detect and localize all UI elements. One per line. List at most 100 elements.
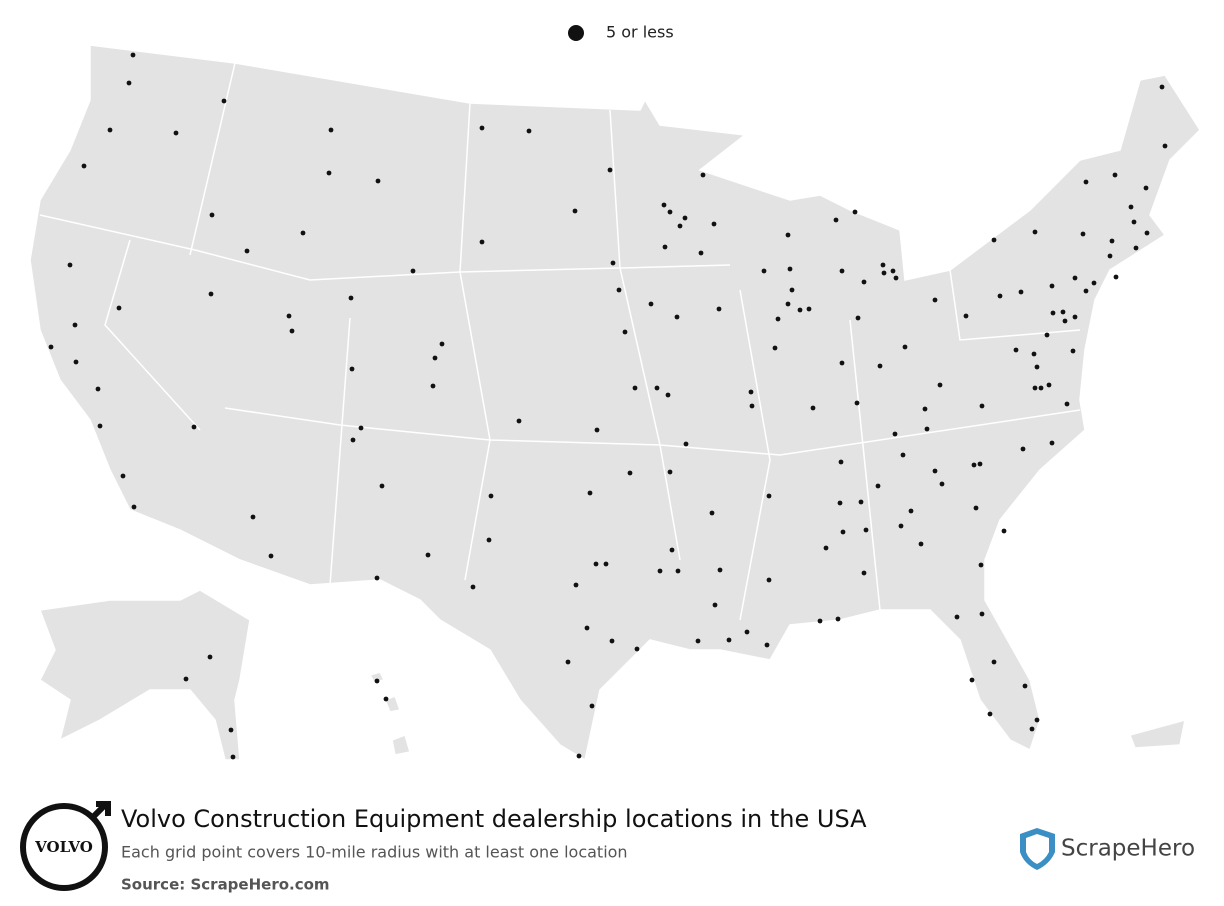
location-dot — [716, 306, 722, 312]
location-dot — [374, 575, 380, 581]
location-dot — [787, 266, 793, 272]
location-dot — [823, 545, 829, 551]
hawaii — [368, 671, 411, 756]
location-dot — [726, 637, 732, 643]
location-dot — [576, 753, 582, 759]
location-dot — [766, 577, 772, 583]
location-dot — [854, 400, 860, 406]
title: Volvo Construction Equipment dealership … — [121, 805, 867, 833]
location-dot — [785, 301, 791, 307]
location-dot — [764, 642, 770, 648]
location-dot — [810, 405, 816, 411]
location-dot — [1032, 229, 1038, 235]
location-dot — [48, 344, 54, 350]
location-dot — [665, 392, 671, 398]
location-dot — [374, 678, 380, 684]
location-dot — [880, 262, 886, 268]
publisher: ScrapeHero — [1061, 836, 1195, 862]
location-dot — [516, 418, 522, 424]
location-dot — [616, 287, 622, 293]
location-dot — [675, 568, 681, 574]
location-dot — [526, 128, 532, 134]
location-dot — [430, 383, 436, 389]
location-dot — [627, 470, 633, 476]
volvo-logo: VOLVO — [20, 801, 111, 891]
location-dot — [833, 217, 839, 223]
location-dot — [1038, 385, 1044, 391]
state-borders — [39, 62, 1081, 621]
location-dot — [979, 611, 985, 617]
location-dot — [116, 305, 122, 311]
location-dot — [1159, 84, 1165, 90]
location-dot — [97, 423, 103, 429]
location-dot — [1083, 288, 1089, 294]
location-dot — [852, 209, 858, 215]
location-dot — [1072, 314, 1078, 320]
source: Source: ScrapeHero.com — [121, 876, 330, 894]
location-dot — [902, 344, 908, 350]
location-dot — [1112, 172, 1118, 178]
location-dot — [348, 295, 354, 301]
brand-logo-text: VOLVO — [34, 838, 93, 856]
location-dot — [328, 127, 334, 133]
location-dot — [861, 279, 867, 285]
location-dot — [979, 403, 985, 409]
location-dot — [326, 170, 332, 176]
location-dot — [775, 316, 781, 322]
location-dot — [838, 459, 844, 465]
legend-marker — [568, 25, 584, 41]
location-dot — [1020, 446, 1026, 452]
location-dot — [1001, 528, 1007, 534]
location-dot — [565, 659, 571, 665]
legend-label: 5 or less — [606, 23, 674, 42]
location-dot — [191, 424, 197, 430]
location-dot — [632, 385, 638, 391]
location-dot — [1049, 440, 1055, 446]
location-dot — [937, 382, 943, 388]
location-dot — [350, 437, 356, 443]
location-dot — [207, 654, 213, 660]
location-dot — [772, 345, 778, 351]
location-dot — [439, 341, 445, 347]
location-dot — [1034, 717, 1040, 723]
location-dot — [875, 483, 881, 489]
location-dot — [1049, 283, 1055, 289]
location-dot — [1080, 231, 1086, 237]
location-dot — [221, 98, 227, 104]
location-dot — [486, 537, 492, 543]
location-dot — [840, 529, 846, 535]
location-dot — [766, 493, 772, 499]
location-dot — [1131, 219, 1137, 225]
location-dot — [1060, 309, 1066, 315]
location-dot — [918, 541, 924, 547]
location-dot — [744, 629, 750, 635]
location-dot — [924, 426, 930, 432]
location-dot — [939, 481, 945, 487]
location-dot — [610, 260, 616, 266]
location-dot — [997, 293, 1003, 299]
location-dot — [971, 462, 977, 468]
location-dot — [877, 363, 883, 369]
location-dot — [717, 567, 723, 573]
location-dot — [711, 221, 717, 227]
location-dot — [1113, 274, 1119, 280]
location-dot — [695, 638, 701, 644]
location-dot — [749, 403, 755, 409]
location-dot — [661, 202, 667, 208]
location-dot — [969, 677, 975, 683]
location-dot — [479, 125, 485, 131]
location-dot — [383, 696, 389, 702]
location-dot — [683, 441, 689, 447]
location-dot — [67, 262, 73, 268]
location-dot — [1032, 385, 1038, 391]
location-dot — [1050, 310, 1056, 316]
location-dot — [593, 561, 599, 567]
location-dots — [48, 52, 1168, 760]
subtitle: Each grid point covers 10-mile radius wi… — [121, 843, 628, 862]
location-dot — [1022, 683, 1028, 689]
location-dot — [674, 314, 680, 320]
location-dot — [126, 80, 132, 86]
location-dot — [677, 223, 683, 229]
location-dot — [1031, 351, 1037, 357]
